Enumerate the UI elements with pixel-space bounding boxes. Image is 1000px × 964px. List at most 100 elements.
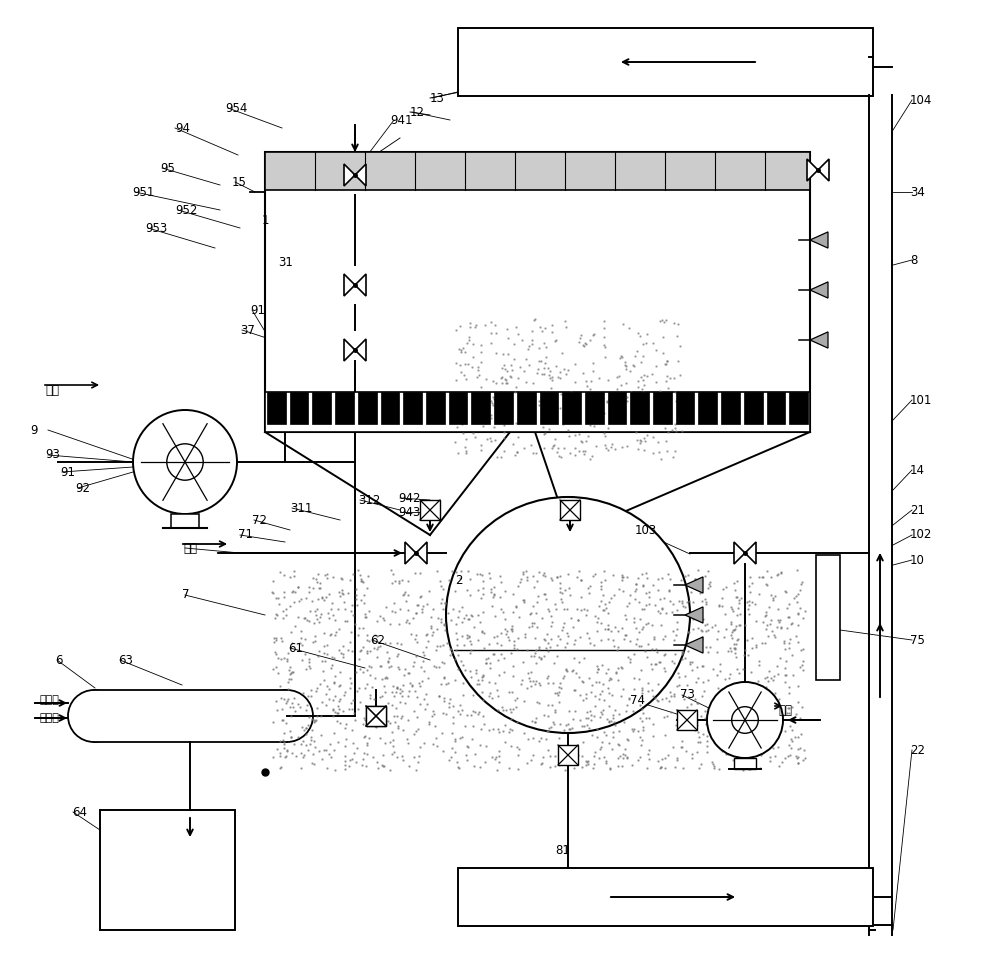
Point — [652, 592, 668, 607]
Point — [310, 566, 326, 581]
Point — [309, 709, 325, 724]
Point — [636, 602, 652, 617]
Point — [714, 743, 730, 759]
Point — [618, 376, 634, 391]
Point — [593, 581, 609, 597]
Point — [321, 682, 337, 697]
Point — [610, 736, 626, 752]
Point — [634, 713, 650, 729]
Point — [539, 670, 555, 685]
Point — [521, 619, 537, 634]
Point — [689, 696, 705, 711]
Point — [323, 627, 339, 642]
Polygon shape — [734, 542, 756, 564]
Point — [759, 670, 775, 685]
Point — [381, 650, 397, 665]
Point — [726, 636, 742, 652]
Point — [344, 722, 360, 737]
Point — [449, 630, 465, 646]
Point — [773, 564, 789, 579]
Point — [437, 595, 453, 610]
Point — [630, 752, 646, 767]
Bar — [265, 152, 810, 190]
Point — [653, 618, 669, 633]
Point — [615, 751, 631, 766]
Point — [272, 734, 288, 749]
Point — [619, 598, 635, 613]
Point — [496, 443, 512, 459]
Point — [699, 734, 715, 749]
Point — [451, 603, 467, 619]
Point — [541, 367, 557, 383]
Point — [628, 576, 644, 592]
Point — [687, 723, 703, 738]
Point — [308, 712, 324, 728]
Point — [641, 584, 657, 600]
Point — [485, 721, 501, 736]
Point — [601, 714, 617, 730]
Point — [516, 363, 532, 379]
Point — [607, 442, 623, 457]
Point — [285, 700, 301, 715]
Bar — [721, 392, 740, 424]
Point — [600, 442, 616, 458]
Point — [665, 624, 681, 639]
Point — [362, 690, 378, 706]
Point — [366, 691, 382, 707]
Point — [666, 315, 682, 331]
Point — [715, 581, 731, 597]
Point — [732, 741, 748, 757]
Point — [795, 641, 811, 656]
Point — [539, 388, 555, 403]
Point — [705, 661, 721, 677]
Point — [693, 612, 709, 628]
Point — [302, 736, 318, 751]
Point — [725, 603, 741, 619]
Point — [590, 403, 606, 418]
Point — [380, 655, 396, 670]
Point — [419, 627, 435, 642]
Point — [324, 595, 340, 610]
Point — [641, 590, 657, 605]
Point — [755, 570, 771, 585]
Point — [447, 652, 463, 667]
Point — [566, 404, 582, 419]
Point — [504, 619, 520, 634]
FancyBboxPatch shape — [94, 690, 287, 742]
Point — [481, 688, 497, 704]
Point — [419, 597, 435, 612]
Point — [361, 731, 377, 746]
Point — [714, 591, 730, 606]
Point — [270, 665, 286, 681]
Point — [697, 710, 713, 726]
Point — [619, 389, 635, 405]
Point — [286, 691, 302, 707]
Point — [630, 373, 646, 388]
Point — [547, 705, 563, 720]
Point — [521, 338, 537, 354]
Point — [726, 622, 742, 637]
Point — [297, 630, 313, 646]
Point — [644, 661, 660, 677]
Point — [524, 615, 540, 630]
Point — [594, 734, 610, 749]
Point — [586, 327, 602, 342]
Point — [533, 757, 549, 772]
Point — [455, 675, 471, 690]
Point — [479, 396, 495, 412]
Point — [680, 567, 696, 582]
Point — [581, 629, 597, 645]
Point — [526, 408, 542, 423]
Point — [278, 715, 294, 731]
Point — [308, 607, 324, 623]
Point — [579, 704, 595, 719]
Point — [459, 628, 475, 643]
Point — [472, 760, 488, 775]
Point — [485, 646, 501, 661]
Point — [699, 617, 715, 632]
Bar — [734, 758, 756, 769]
Point — [372, 658, 388, 674]
Point — [544, 324, 560, 339]
Point — [318, 686, 334, 702]
Point — [503, 357, 519, 372]
